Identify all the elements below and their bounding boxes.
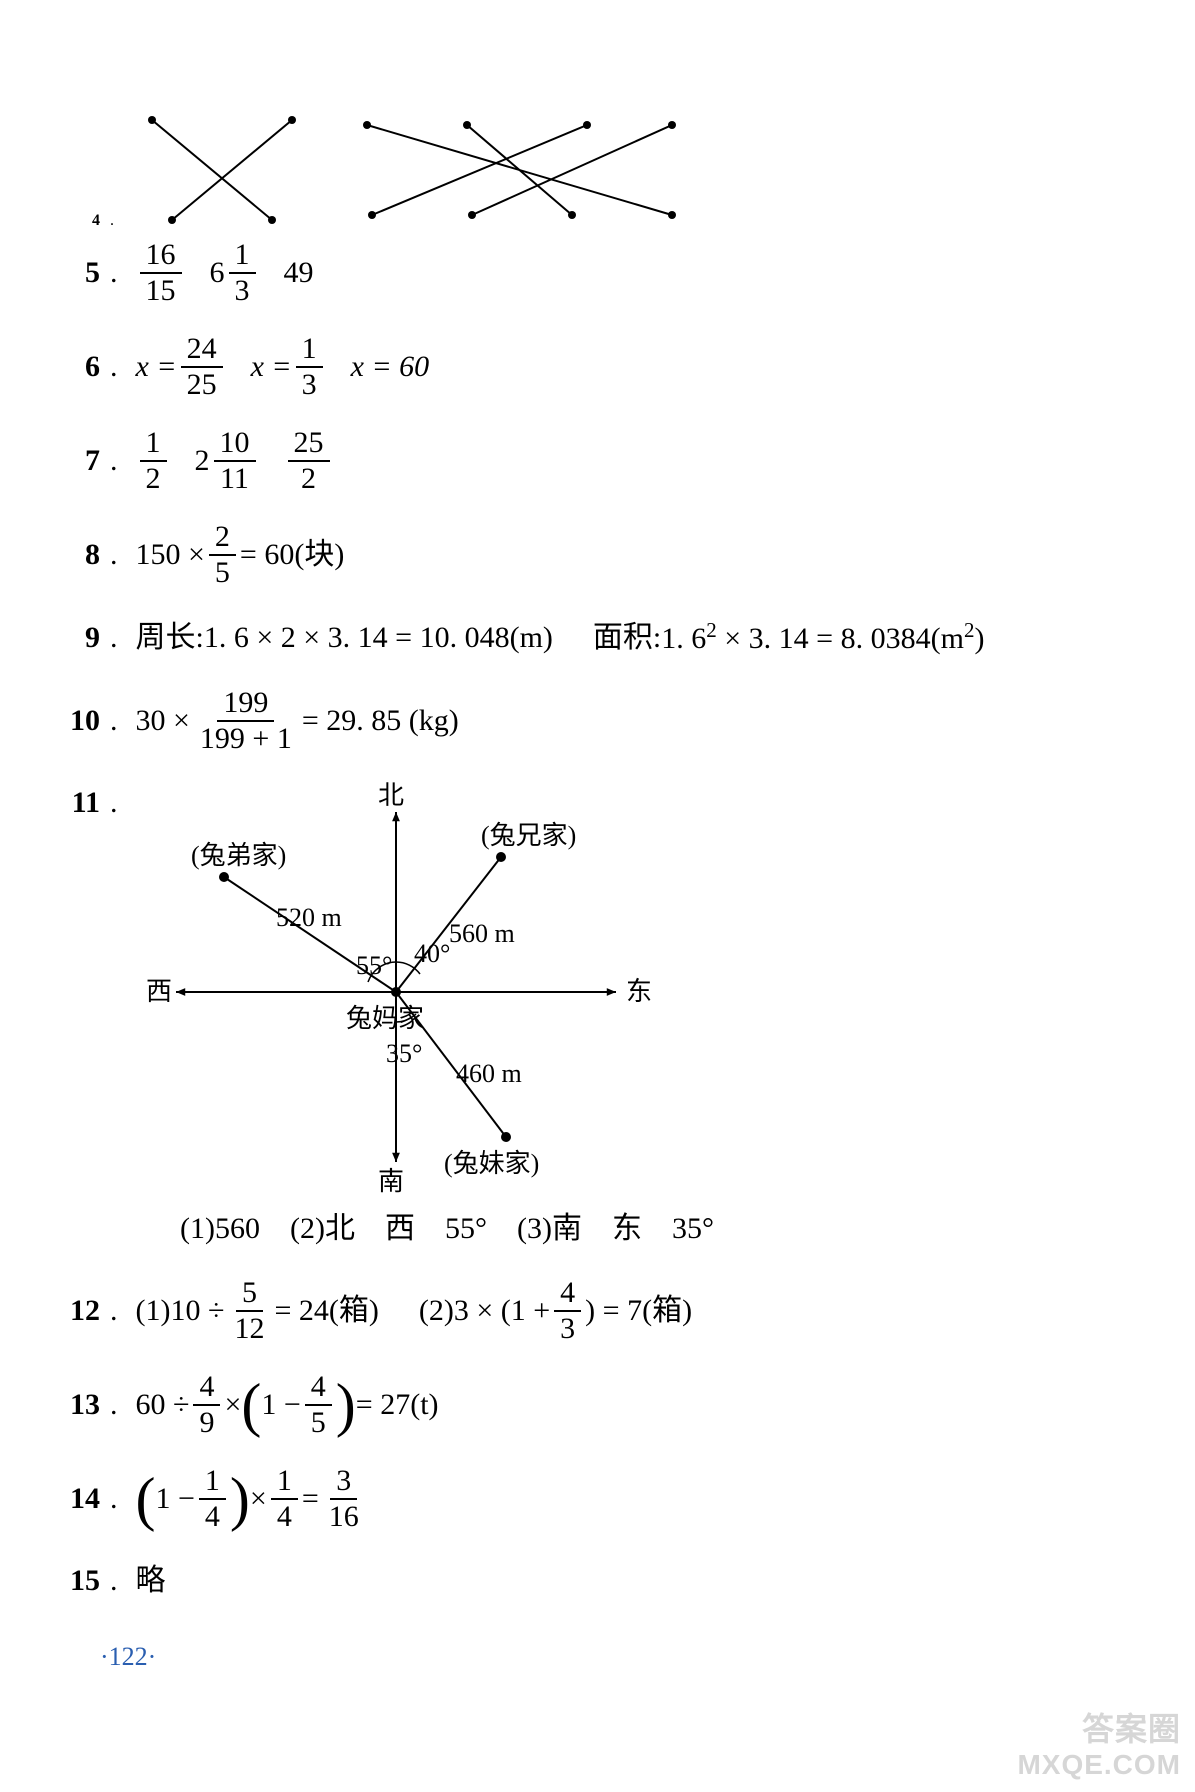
q14-frac3: 3 16 xyxy=(323,1466,365,1532)
svg-text:520 m: 520 m xyxy=(276,903,342,932)
q12-p2-after: ) = 7(箱) xyxy=(585,1290,692,1332)
q5-mixed-whole: 6 xyxy=(210,252,225,294)
q8-after: = 60(块) xyxy=(240,534,344,576)
q6-x2-label: x = xyxy=(251,346,292,388)
q12-number: 12 xyxy=(60,1290,100,1332)
q13-frac2: 4 5 xyxy=(305,1372,332,1438)
q6-number: 6 xyxy=(60,346,100,388)
q14-mid: × xyxy=(250,1478,267,1520)
watermark-cn: 答案圈 xyxy=(1017,1710,1181,1748)
q9-area-label: 面积: xyxy=(593,617,661,659)
svg-text:东: 东 xyxy=(626,977,652,1006)
q9-row: 9. 周长: 1. 6 × 2 × 3. 14 = 10. 048(m) 面积:… xyxy=(60,616,1135,660)
q13-mid: × xyxy=(224,1384,241,1426)
q11-row: 11. 北南西东兔妈家(兔兄家)560 m(兔弟家)520 m(兔妹家)460 … xyxy=(60,782,1135,1202)
q12-row: 12. (1)10 ÷ 5 12 = 24(箱) (2)3 × (1 + 4 3… xyxy=(60,1278,1135,1344)
q4-row: 4 . xyxy=(60,110,1135,230)
q14-one-minus: 1 − xyxy=(155,1478,194,1520)
q9-area-expr: 1. 62 × 3. 14 = 8. 0384(m2) xyxy=(661,616,984,660)
q5-v3: 49 xyxy=(284,252,314,294)
q9-number: 9 xyxy=(60,617,100,659)
q13-paren-open: ( xyxy=(241,1381,261,1429)
q4-diagram-2 xyxy=(352,110,692,230)
q7-row: 7. 1 2 2 10 11 25 2 xyxy=(60,428,1135,494)
svg-text:(兔妹家): (兔妹家) xyxy=(444,1149,539,1178)
q5-number: 5 xyxy=(60,252,100,294)
q13-one-minus: 1 − xyxy=(261,1384,300,1426)
q14-paren-open: ( xyxy=(136,1475,156,1523)
q7-number: 7 xyxy=(60,440,100,482)
q6-x1-frac: 24 25 xyxy=(181,334,223,400)
q4-diagram-1 xyxy=(132,110,312,230)
q7-frac3: 25 2 xyxy=(288,428,330,494)
q14-frac1: 1 4 xyxy=(199,1466,226,1532)
svg-text:南: 南 xyxy=(377,1167,403,1196)
svg-text:(兔弟家): (兔弟家) xyxy=(191,841,286,870)
watermark: 答案圈 MXQE.COM xyxy=(1017,1710,1181,1782)
q6-x1-label: x = xyxy=(136,346,177,388)
svg-text:560 m: 560 m xyxy=(449,919,515,948)
q12-p1-frac: 5 12 xyxy=(228,1278,270,1344)
q13-frac1: 4 9 xyxy=(193,1372,220,1438)
q13-number: 13 xyxy=(60,1384,100,1426)
q5-row: 5. 16 15 6 1 3 49 xyxy=(60,240,1135,306)
svg-text:兔妈家: 兔妈家 xyxy=(346,1004,424,1033)
svg-text:北: 北 xyxy=(377,782,403,810)
q7-frac1: 1 2 xyxy=(140,428,167,494)
q14-eq: = xyxy=(302,1478,319,1520)
q8-frac: 2 5 xyxy=(209,522,236,588)
q10-number: 10 xyxy=(60,700,100,742)
svg-text:西: 西 xyxy=(146,977,172,1006)
q10-after: = 29. 85 (kg) xyxy=(302,700,459,742)
q10-row: 10. 30 × 199 199 + 1 = 29. 85 (kg) xyxy=(60,688,1135,754)
svg-text:35°: 35° xyxy=(386,1039,422,1068)
svg-text:(兔兄家): (兔兄家) xyxy=(481,821,576,850)
q9-perimeter-expr: 1. 6 × 2 × 3. 14 = 10. 048(m) xyxy=(204,617,553,659)
q8-before: 150 × xyxy=(136,534,205,576)
q8-row: 8. 150 × 2 5 = 60(块) xyxy=(60,522,1135,588)
q10-before: 30 × xyxy=(136,700,190,742)
q14-row: 14. ( 1 − 1 4 ) × 1 4 = 3 16 xyxy=(60,1466,1135,1532)
q13-after: = 27(t) xyxy=(356,1384,439,1426)
svg-text:40°: 40° xyxy=(414,939,450,968)
q9-perimeter-label: 周长: xyxy=(136,617,204,659)
q13-before: 60 ÷ xyxy=(136,1384,190,1426)
q15-row: 15. 略 xyxy=(60,1560,1135,1602)
q12-p1-after: = 24(箱) xyxy=(274,1290,378,1332)
page-number: ·122· xyxy=(60,1642,1135,1672)
q11-diagram: 北南 西 东兔妈家 (兔兄家) 560 m (兔弟家) 520 m (兔妹家) 460 m 40°… xyxy=(136,782,696,1202)
q12-p1-before: (1)10 ÷ xyxy=(136,1290,225,1332)
q14-number: 14 xyxy=(60,1478,100,1520)
q12-p2-before: (2)3 × (1 + xyxy=(419,1290,550,1332)
q15-text: 略 xyxy=(136,1560,166,1602)
q11-answers: (1)560 (2)北 西 55° (3)南 东 35° xyxy=(180,1208,714,1250)
q14-paren-close: ) xyxy=(230,1475,250,1523)
q12-p2-frac: 4 3 xyxy=(554,1278,581,1344)
q14-frac2: 1 4 xyxy=(271,1466,298,1532)
q15-number: 15 xyxy=(60,1560,100,1602)
q6-x2-frac: 1 3 xyxy=(296,334,323,400)
q6-x3: x = 60 xyxy=(351,346,430,388)
q13-paren-close: ) xyxy=(336,1381,356,1429)
svg-text:55°: 55° xyxy=(356,951,392,980)
q11-answers-row: (1)560 (2)北 西 55° (3)南 东 35° xyxy=(60,1208,1135,1250)
q5-frac1: 16 15 xyxy=(140,240,182,306)
svg-text:460 m: 460 m xyxy=(456,1059,522,1088)
q4-number: 4 xyxy=(60,212,100,230)
q6-row: 6. x = 24 25 x = 1 3 x = 60 xyxy=(60,334,1135,400)
q5-mixed-frac: 1 3 xyxy=(229,240,256,306)
q8-number: 8 xyxy=(60,534,100,576)
q7-mixed-frac: 10 11 xyxy=(214,428,256,494)
q13-row: 13. 60 ÷ 4 9 × ( 1 − 4 5 ) = 27(t) xyxy=(60,1372,1135,1438)
q7-mixed-whole: 2 xyxy=(195,440,210,482)
q10-frac: 199 199 + 1 xyxy=(194,688,298,754)
watermark-en: MXQE.COM xyxy=(1017,1748,1181,1782)
q11-number: 11 xyxy=(60,782,100,824)
